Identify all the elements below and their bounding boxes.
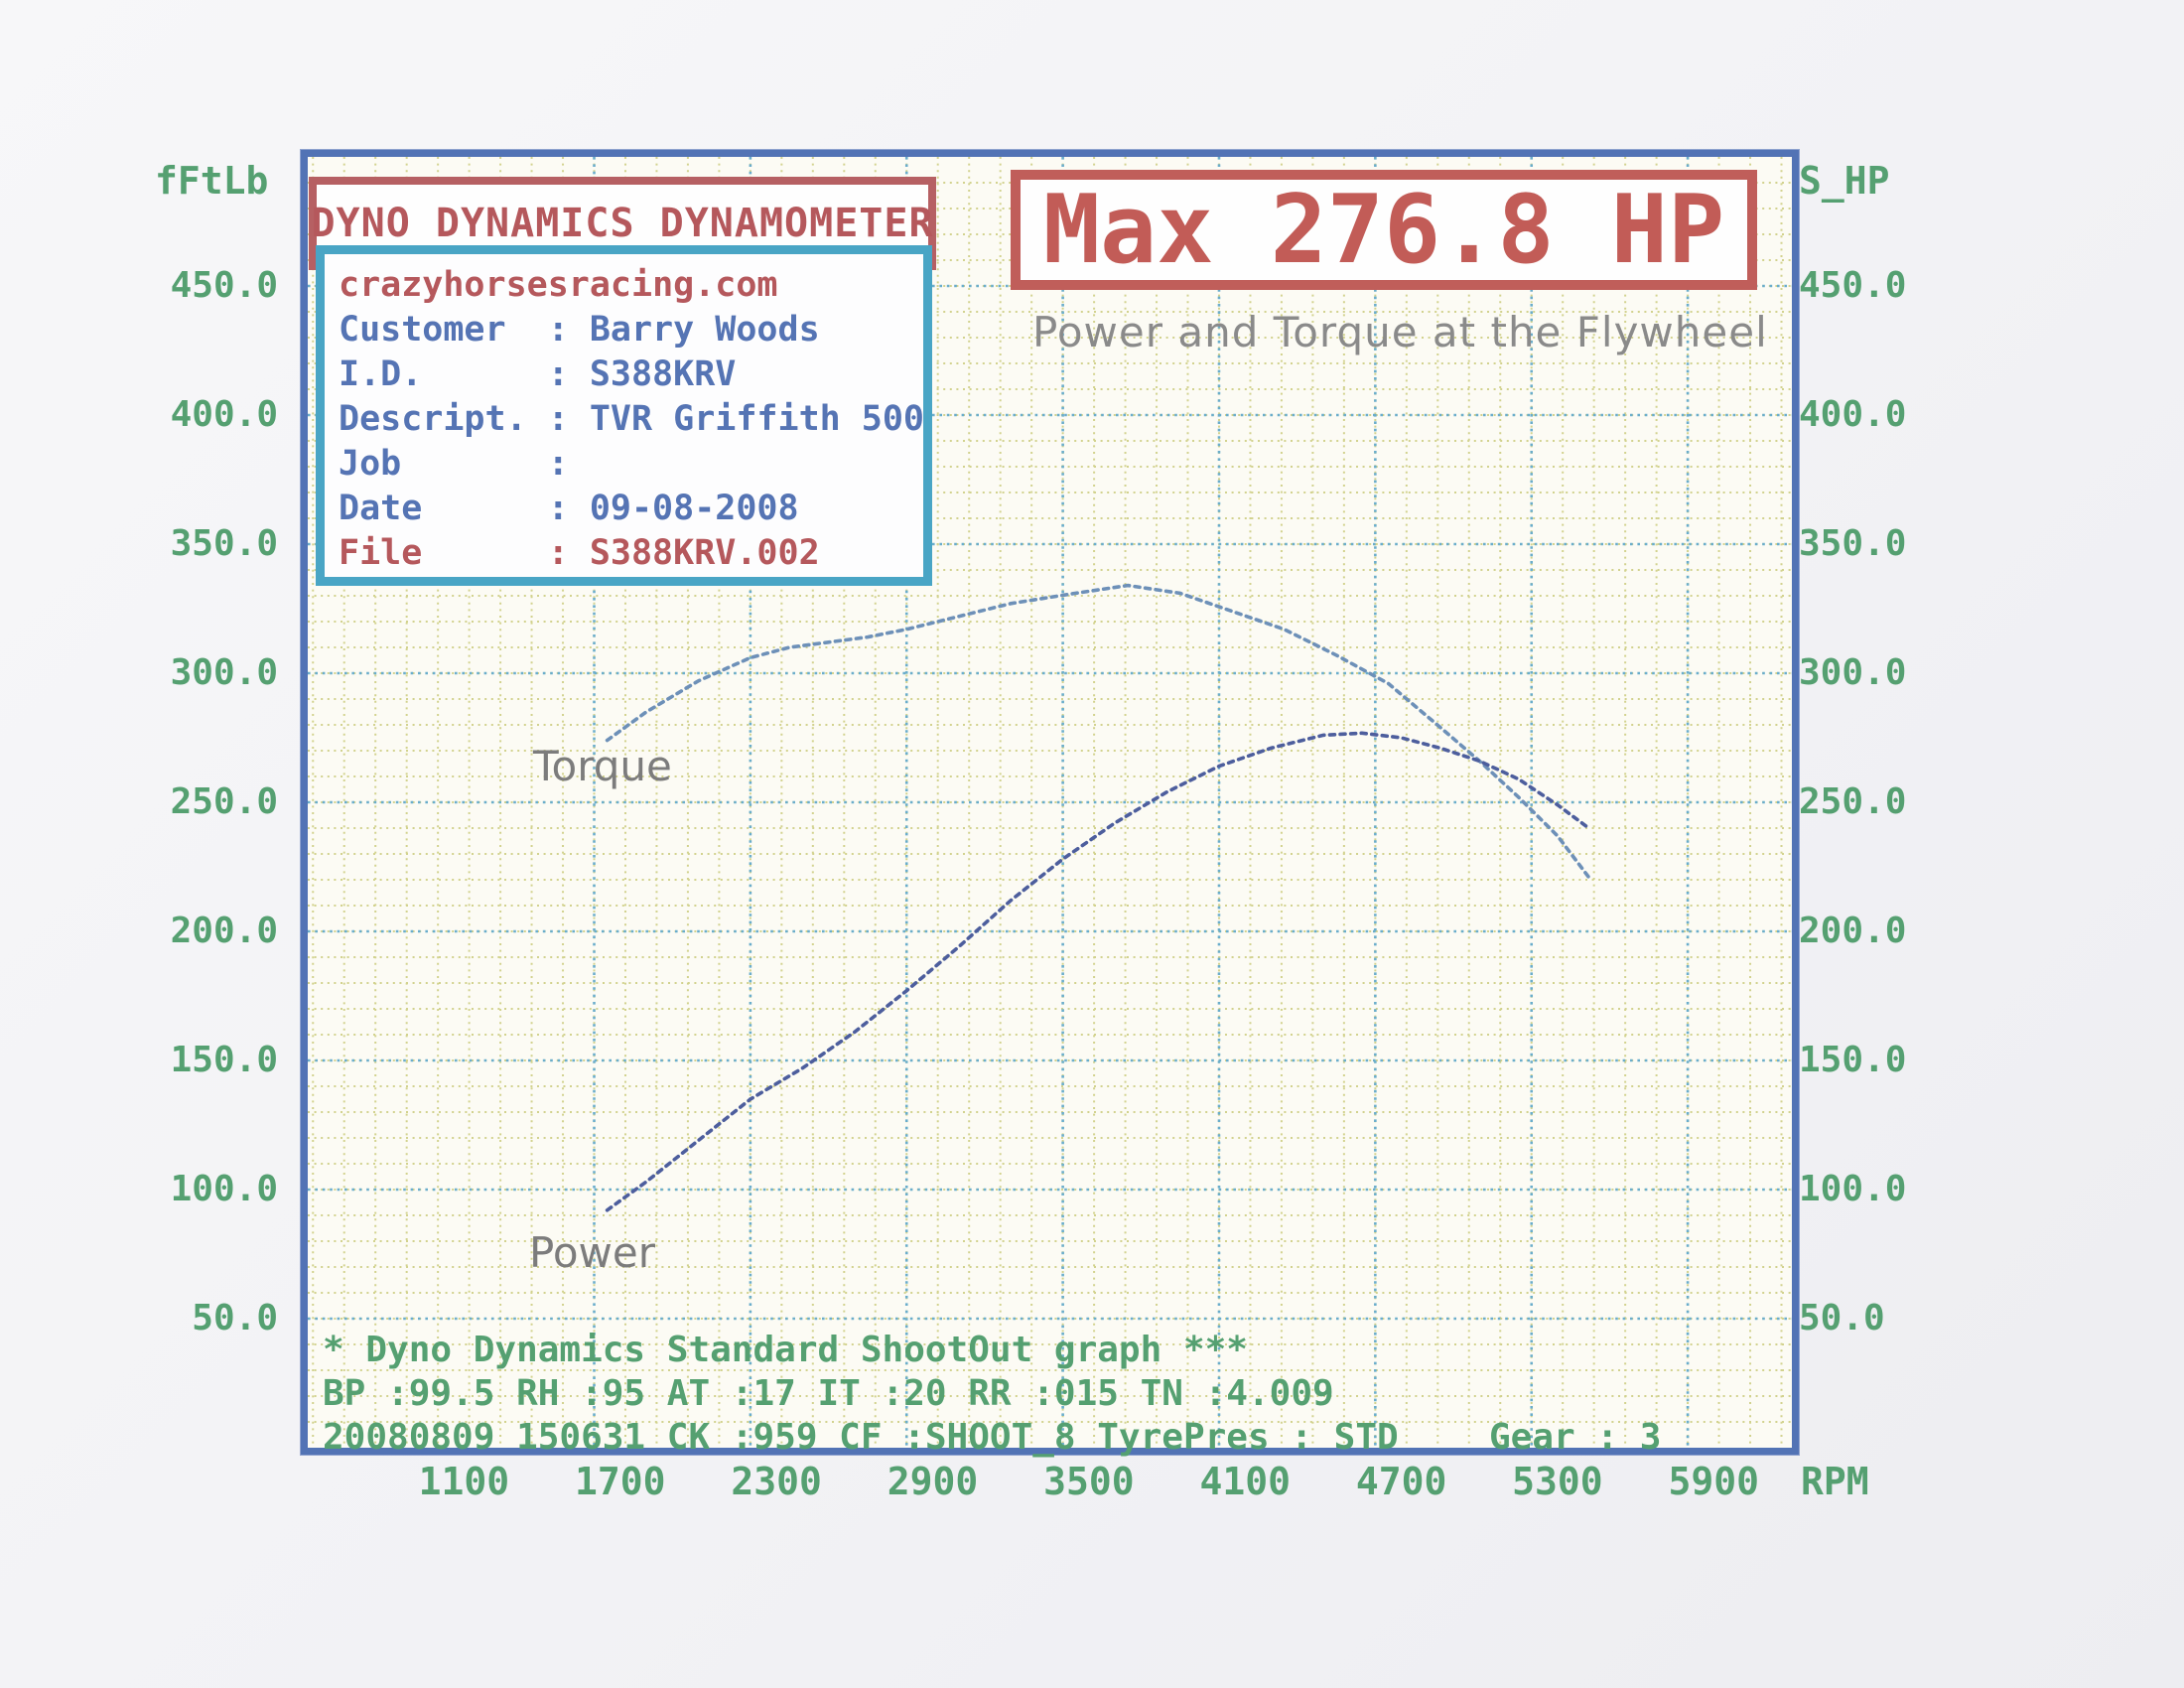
y-tick-label-right: 400.0	[1799, 394, 1907, 435]
footer-line-2: BP :99.5 RH :95 AT :17 IT :20 RR :015 TN…	[323, 1373, 1334, 1414]
max-power-text: Max 276.8 HP	[1042, 175, 1725, 285]
chart-subtitle: Power and Torque at the Flywheel	[1032, 308, 1768, 356]
info-row-label: File	[339, 533, 423, 573]
y-tick-label-left: 450.0	[170, 265, 278, 306]
y-axis-right-ticks: 450.0 400.0 350.0 300.0 250.0 200.0 150.0 100.0…	[1799, 157, 2017, 1448]
info-row-label: I.D.	[339, 354, 423, 394]
info-row-value: : S388KRV	[547, 354, 737, 394]
footer-line-1: * Dyno Dynamics Standard ShootOut graph …	[323, 1330, 1248, 1370]
y-tick-label-left: 50.0	[192, 1298, 278, 1338]
footer-line-3: 20080809 150631 CK :959 CF :SHOOT_8 Tyre…	[323, 1417, 1399, 1458]
y-axis-left-ticks: 450.0 400.0 350.0 300.0 250.0 200.0 150.0 100.0…	[0, 157, 290, 1448]
curve-torque	[605, 583, 1591, 880]
y-tick-label-left: 250.0	[170, 781, 278, 822]
info-rows: Customer: Barry Woods I.D.: S388KRV Descri…	[339, 308, 924, 576]
y-tick-label-left: 400.0	[170, 394, 278, 435]
y-tick-label-right: 150.0	[1799, 1040, 1907, 1080]
y-tick-label-right: 300.0	[1799, 652, 1907, 693]
website-text: crazyhorsesracing.com	[339, 265, 778, 305]
dyno-chart-plot	[308, 157, 1792, 1448]
x-tick-label: 2300	[731, 1460, 822, 1503]
info-row-descript: Descript. : TVR Griffith 500	[339, 397, 924, 442]
y-axis-right-title: S_HP	[1799, 159, 1890, 203]
dyno-title-text: DYNO DYNAMICS DYNAMOMETER	[311, 201, 934, 246]
y-axis-left-title: fFtLb	[155, 159, 269, 203]
info-row-label: Date	[339, 489, 423, 528]
y-tick-label-left: 350.0	[170, 523, 278, 564]
x-tick-label: 5300	[1512, 1460, 1603, 1503]
x-axis-unit-label: RPM	[1800, 1460, 1869, 1503]
y-tick-label-right: 50.0	[1799, 1298, 1885, 1338]
info-row-value: : Barry Woods	[547, 310, 820, 350]
info-row-label: Descript.	[339, 399, 527, 439]
x-axis-ticks: RPM 1100 1700 2300 2900 3500 4100 4700 5300 5900	[308, 1460, 1869, 1511]
torque-curve-label: Torque	[533, 742, 672, 790]
y-tick-label-right: 250.0	[1799, 781, 1907, 822]
info-row-value: :	[547, 444, 569, 484]
x-tick-label: 3500	[1043, 1460, 1135, 1503]
y-tick-label-left: 150.0	[170, 1040, 278, 1080]
info-row-job: Job:	[339, 442, 909, 487]
y-tick-label-right: 350.0	[1799, 523, 1907, 564]
info-row-customer: Customer : Barry Woods	[339, 308, 909, 352]
x-tick-label: 1100	[418, 1460, 510, 1503]
info-row-value: : 09-08-2008	[547, 489, 799, 528]
info-row-value: : TVR Griffith 500	[547, 399, 924, 439]
info-row-file: File : S388KRV.002	[339, 531, 909, 576]
info-row-value: : S388KRV.002	[547, 533, 820, 573]
x-tick-label: 2900	[887, 1460, 979, 1503]
power-curve-label: Power	[529, 1228, 655, 1277]
y-tick-label-right: 100.0	[1799, 1169, 1907, 1209]
customer-info-box: crazyhorsesracing.com Customer : Barry Wo…	[316, 245, 932, 586]
x-tick-label: 4700	[1355, 1460, 1447, 1503]
max-power-banner: Max 276.8 HP	[1011, 170, 1757, 290]
y-tick-label-left: 300.0	[170, 652, 278, 693]
info-row-label: Customer	[339, 310, 506, 350]
y-tick-label-right: 450.0	[1799, 265, 1907, 306]
y-tick-label-left: 100.0	[170, 1169, 278, 1209]
y-tick-label-right: 200.0	[1799, 911, 1907, 951]
gear-indicator: Gear : 3	[1489, 1417, 1662, 1458]
x-tick-label: 4100	[1199, 1460, 1291, 1503]
y-tick-label-left: 200.0	[170, 911, 278, 951]
info-row-id: I.D. : S388KRV	[339, 352, 909, 397]
info-row-label: Job	[339, 444, 402, 484]
x-tick-label: 1700	[574, 1460, 666, 1503]
status-footer: * Dyno Dynamics Standard ShootOut graph …	[323, 1329, 1782, 1460]
curve-power	[605, 731, 1591, 1212]
x-tick-label: 5900	[1668, 1460, 1760, 1503]
info-row-date: Date : 09-08-2008	[339, 487, 909, 531]
plot-area	[301, 150, 1799, 1455]
